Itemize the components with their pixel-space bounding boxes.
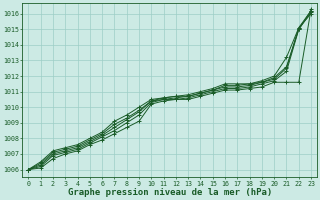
- X-axis label: Graphe pression niveau de la mer (hPa): Graphe pression niveau de la mer (hPa): [68, 188, 272, 197]
